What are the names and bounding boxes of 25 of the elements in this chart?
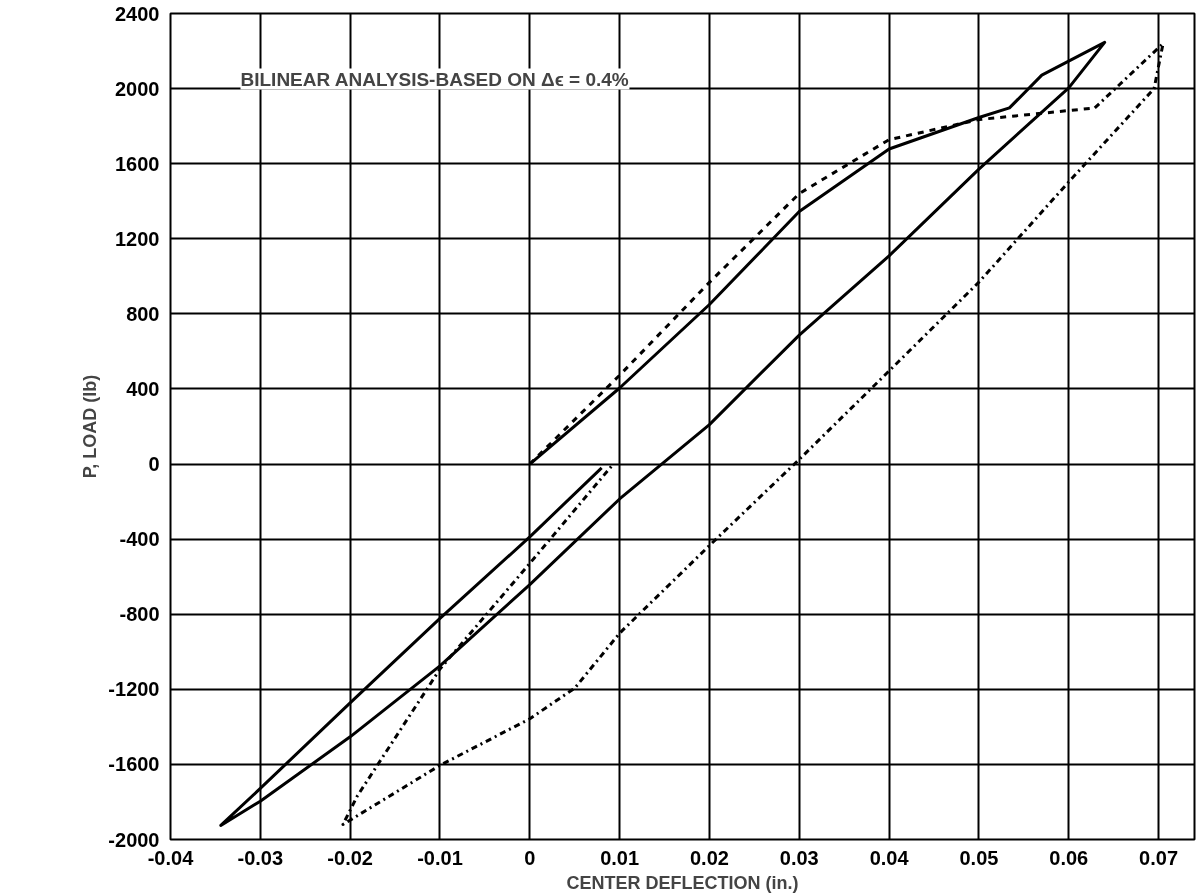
y-tick-label: 0	[148, 453, 160, 476]
y-tick-label: -400	[119, 528, 160, 551]
x-tick-label: 0.03	[779, 846, 819, 869]
y-tick-label: 1200	[115, 227, 160, 250]
y-tick-label: -1200	[108, 678, 160, 701]
x-tick-label: 0.06	[1049, 846, 1089, 869]
annotation: BILINEAR ANALYSIS-BASED ON Δϵ = 0.4%	[240, 68, 629, 90]
x-tick-label: -0.01	[417, 846, 463, 869]
y-tick-label: -800	[119, 603, 160, 626]
x-tick-label: 0.07	[1139, 846, 1179, 869]
y-tick-label: 800	[126, 302, 160, 325]
x-tick-label: 0	[524, 846, 536, 869]
y-axis-title: P, LOAD (lb)	[80, 374, 101, 479]
x-tick-label: 0.01	[600, 846, 640, 869]
x-tick-label: 0.05	[959, 846, 999, 869]
y-tick-label: 1600	[115, 152, 160, 175]
x-tick-label: 0.02	[689, 846, 729, 869]
x-axis-title: CENTER DEFLECTION (in.)	[566, 872, 799, 893]
y-tick-label: -1600	[108, 753, 160, 776]
x-tick-label: -0.03	[237, 846, 284, 869]
x-tick-label: -0.02	[327, 846, 373, 869]
x-tick-label: 0.04	[869, 846, 910, 869]
y-tick-label: 2400	[115, 2, 160, 25]
y-tick-label: 400	[126, 377, 160, 400]
y-tick-label: 2000	[115, 77, 160, 100]
